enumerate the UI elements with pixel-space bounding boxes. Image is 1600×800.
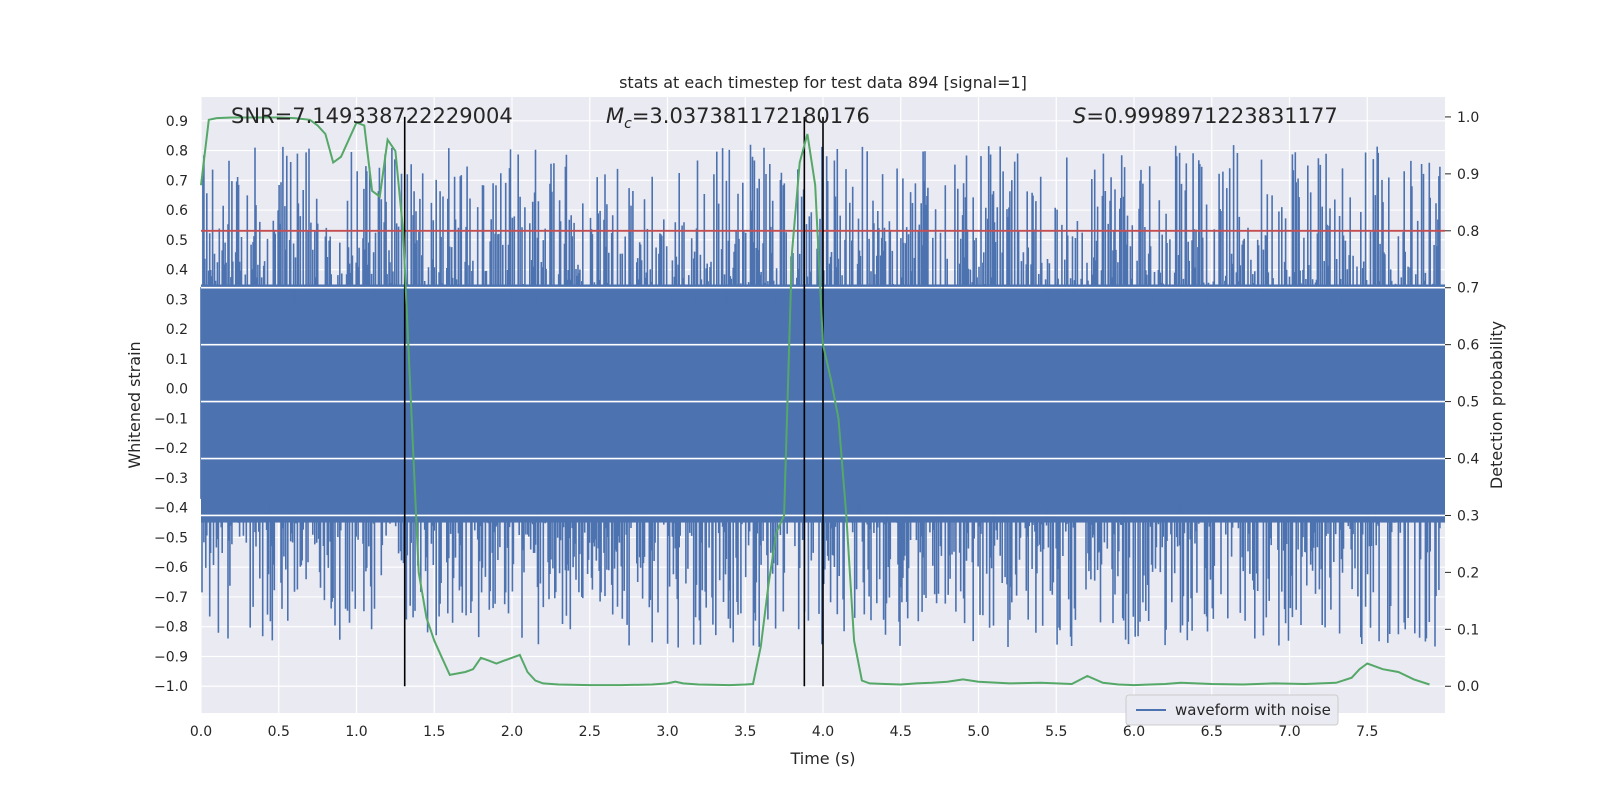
y-axis-label: Whitened strain <box>125 341 144 468</box>
y2-tick-label: 0.6 <box>1457 338 1479 354</box>
x-tick-label: 1.0 <box>345 724 367 740</box>
y-tick-label: 0.2 <box>166 322 188 338</box>
x-tick-label: 1.5 <box>423 724 445 740</box>
y-tick-label: 0.4 <box>166 263 188 279</box>
x-axis-ticks: 0.0 0.5 1.0 1.5 2.0 2.5 3.0 3.5 4.0 4.5 5.0 5.5 6.0 6… <box>190 724 1379 740</box>
y-tick-label: −1.0 <box>154 679 188 695</box>
x-tick-label: 7.0 <box>1278 724 1300 740</box>
y-tick-label: 0.3 <box>166 292 188 308</box>
y-tick-label: −0.7 <box>154 590 188 606</box>
y-tick-label: −0.4 <box>154 501 188 517</box>
y2-tick-label: 1.0 <box>1457 110 1479 126</box>
y-tick-label: 0.9 <box>166 114 188 130</box>
legend-box <box>1125 694 1339 726</box>
x-tick-label: 5.0 <box>967 724 989 740</box>
legend: waveform with noise <box>1125 694 1339 726</box>
y2-tick-label: 0.4 <box>1457 452 1479 468</box>
y2-tick-label: 0.3 <box>1457 508 1479 524</box>
mc-subscript: c <box>624 116 632 132</box>
legend-label: waveform with noise <box>1175 701 1331 719</box>
x-tick-label: 4.5 <box>890 724 912 740</box>
y2-tick-label: 0.7 <box>1457 281 1479 297</box>
x-tick-label: 2.5 <box>579 724 601 740</box>
event-lines <box>403 116 824 687</box>
probability-series <box>200 116 1430 687</box>
x-tick-label: 5.5 <box>1045 724 1067 740</box>
y-tick-label: 0.6 <box>166 203 188 219</box>
y2-tick-label: 0.9 <box>1457 167 1479 183</box>
y-axis-ticks: 0.9 0.8 0.7 0.6 0.5 0.4 0.3 0.2 0.1 0.0 −0.1 −0.2 −0… <box>154 114 188 695</box>
y-tick-label: −0.3 <box>154 471 188 487</box>
chart-title: stats at each timestep for test data 894… <box>619 73 1027 92</box>
y2-tick-label: 0.0 <box>1457 679 1479 695</box>
mc-value: =3.037381172180176 <box>632 104 870 128</box>
y-tick-label: 0.1 <box>166 352 188 368</box>
x-tick-label: 6.0 <box>1123 724 1145 740</box>
y2-axis-label: Detection probability <box>1487 321 1506 489</box>
y-tick-label: 0.8 <box>166 144 188 160</box>
mc-annotation: Mc=3.037381172180176 <box>606 104 870 132</box>
y2-tick-label: 0.1 <box>1457 622 1479 638</box>
x-tick-label: 4.0 <box>812 724 834 740</box>
x-axis-label: Time (s) <box>789 749 855 768</box>
y2-axis-ticks: 1.0 0.9 0.8 0.7 0.6 0.5 0.4 0.3 0.2 0.1 0.0 <box>1445 110 1479 695</box>
y2-tick-label: 0.5 <box>1457 395 1479 411</box>
y-tick-label: −0.5 <box>154 530 188 546</box>
snr-annotation: SNR=7.149338722229004 <box>231 104 513 128</box>
y2-tick-label: 0.8 <box>1457 224 1479 240</box>
probability-line <box>200 116 1430 687</box>
y-tick-label: −0.2 <box>154 441 188 457</box>
x-tick-label: 3.0 <box>656 724 678 740</box>
x-tick-label: 6.5 <box>1201 724 1223 740</box>
s-annotation: S=0.9998971223831177 <box>1073 104 1338 128</box>
y-tick-label: 0.0 <box>166 382 188 398</box>
x-tick-label: 3.5 <box>734 724 756 740</box>
y-tick-label: 0.7 <box>166 173 188 189</box>
y-tick-label: −0.6 <box>154 560 188 576</box>
y2-tick-label: 0.2 <box>1457 565 1479 581</box>
s-value: =0.9998971223831177 <box>1086 104 1337 128</box>
x-tick-label: 0.0 <box>190 724 212 740</box>
y-tick-label: −0.1 <box>154 411 188 427</box>
y-tick-label: −0.8 <box>154 620 188 636</box>
x-tick-label: 0.5 <box>268 724 290 740</box>
y-tick-label: −0.9 <box>154 649 188 665</box>
x-tick-label: 2.0 <box>501 724 523 740</box>
mc-symbol: M <box>606 104 624 128</box>
s-symbol: S <box>1073 104 1086 128</box>
y-tick-label: 0.5 <box>166 233 188 249</box>
x-tick-label: 7.5 <box>1356 724 1378 740</box>
